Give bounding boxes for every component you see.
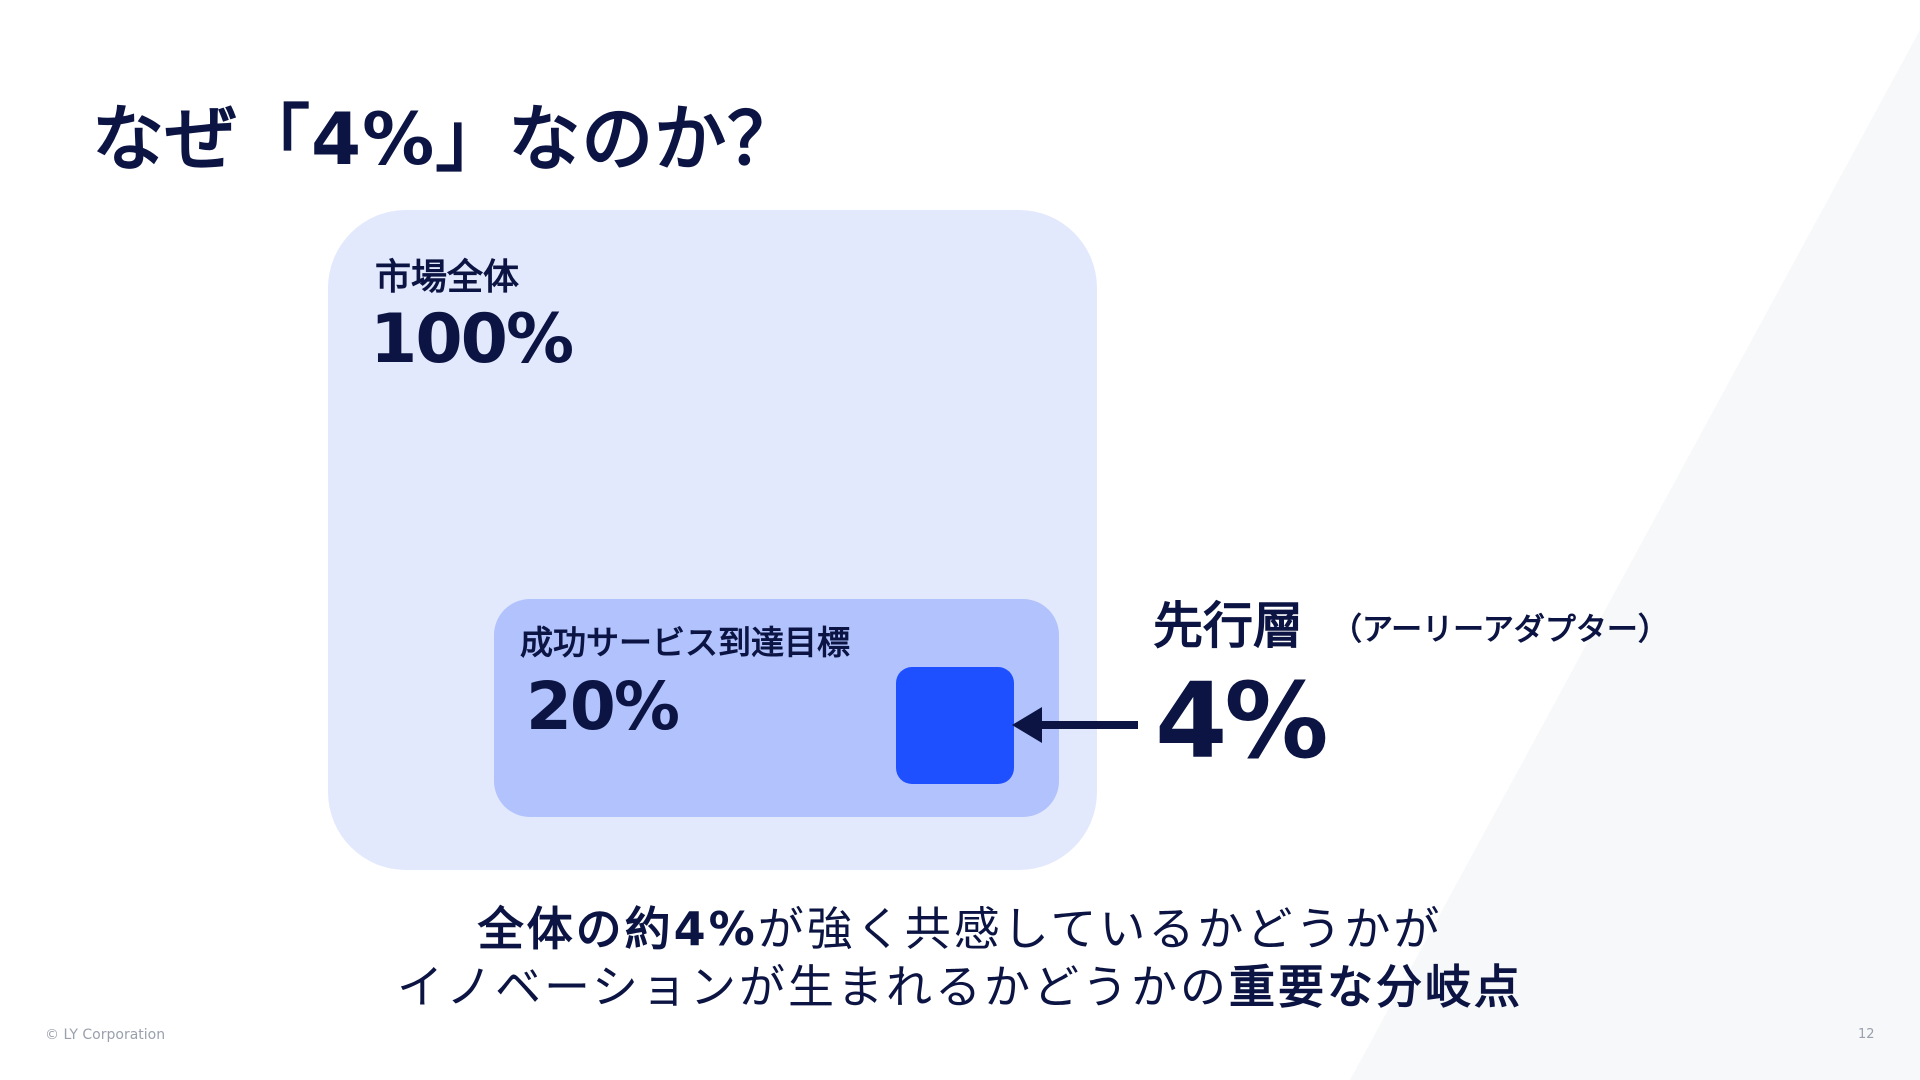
summary-line-1-text: が強く共感しているかどうかが xyxy=(757,902,1443,956)
summary-text: 全体の約4%が強く共感しているかどうかが イノベーションが生まれるかどうかの重要… xyxy=(310,900,1610,1016)
early-adopter-box xyxy=(896,667,1014,784)
copyright-footer: © LY Corporation xyxy=(45,1027,166,1043)
early-adopter-value: 4% xyxy=(1155,660,1329,782)
success-target-value: 20% xyxy=(526,668,680,745)
slide-title: なぜ「4%」なのか？ xyxy=(92,97,801,181)
summary-line-2-text: イノベーションが生まれるかどうかの xyxy=(396,960,1230,1014)
summary-line-1-emphasis: 全体の約4% xyxy=(477,902,758,956)
summary-line-1: 全体の約4%が強く共感しているかどうかが xyxy=(310,900,1610,958)
market-total-value: 100% xyxy=(370,300,574,379)
page-number: 12 xyxy=(1858,1027,1875,1042)
summary-line-2-emphasis: 重要な分岐点 xyxy=(1229,960,1524,1014)
success-target-label: 成功サービス到達目標 xyxy=(520,623,850,662)
market-total-label: 市場全体 xyxy=(375,257,520,298)
early-adopter-label: 先行層 xyxy=(1153,597,1303,655)
summary-line-2: イノベーションが生まれるかどうかの重要な分岐点 xyxy=(310,958,1610,1016)
early-adopter-sublabel: （アーリーアダプター） xyxy=(1331,612,1669,648)
left-arrow-icon xyxy=(1012,707,1138,743)
